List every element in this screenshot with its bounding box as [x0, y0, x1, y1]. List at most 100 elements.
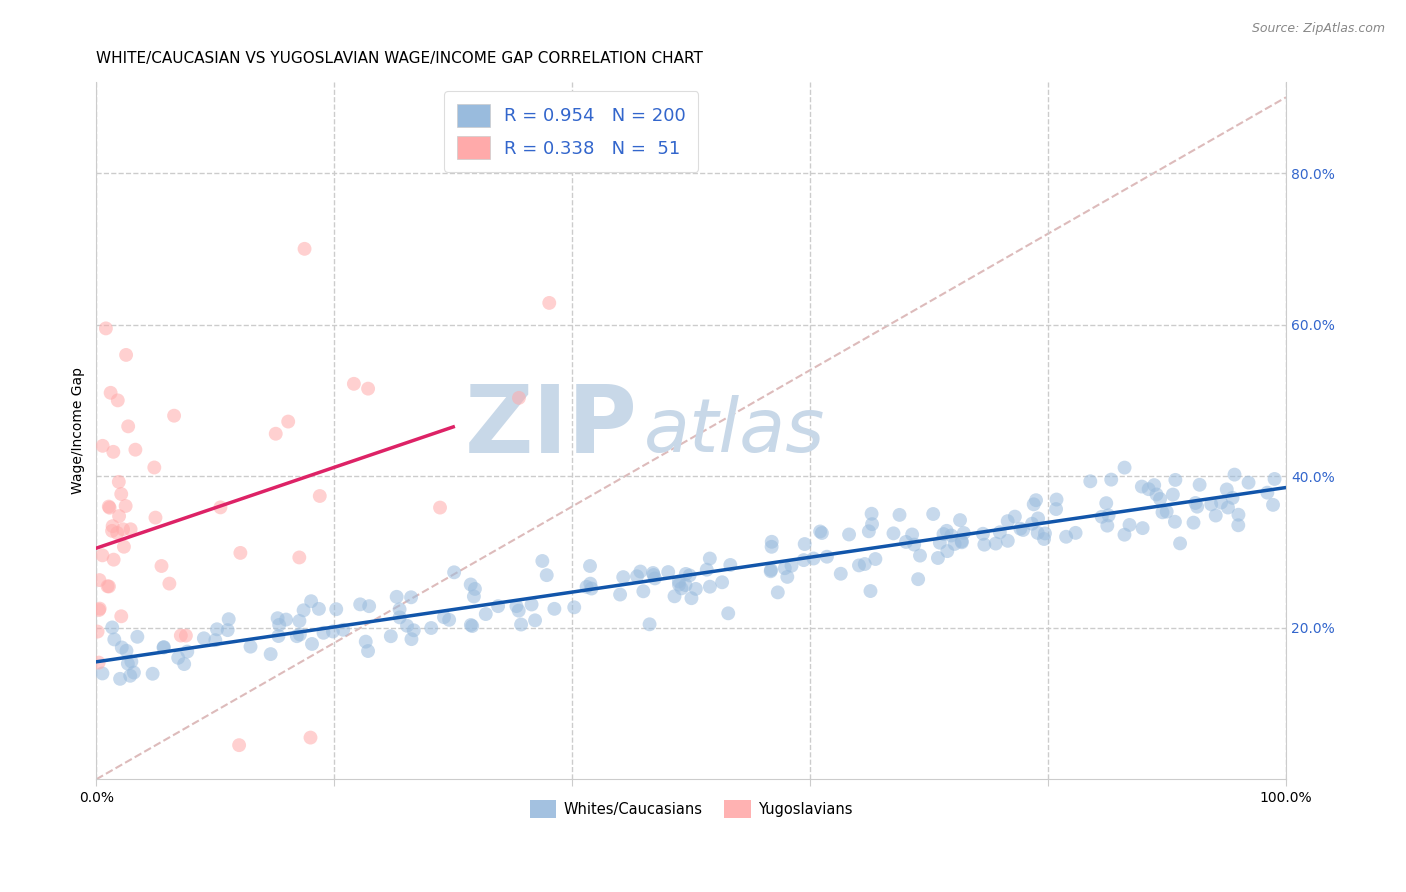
Point: [460, 577, 482, 591]
Point: [388, 610, 411, 624]
Point: [612, 570, 634, 584]
Point: [773, 561, 796, 575]
Point: [1130, 479, 1153, 493]
Point: [357, 382, 380, 396]
Point: [94, 321, 117, 335]
Point: [1185, 500, 1208, 514]
Point: [626, 569, 648, 583]
Point: [1164, 515, 1187, 529]
Point: [103, 632, 125, 647]
Point: [294, 242, 316, 256]
Point: [205, 622, 228, 636]
Point: [89, 573, 111, 587]
Point: [766, 585, 789, 599]
Point: [997, 514, 1019, 528]
Point: [332, 623, 354, 637]
Point: [239, 640, 262, 654]
Point: [538, 296, 561, 310]
Point: [89, 601, 111, 615]
Point: [461, 619, 484, 633]
Point: [354, 634, 377, 648]
Point: [1205, 508, 1227, 523]
Point: [420, 621, 443, 635]
Point: [269, 618, 291, 632]
Point: [120, 655, 142, 669]
Point: [1261, 498, 1284, 512]
Point: [508, 604, 530, 618]
Point: [793, 553, 815, 567]
Point: [609, 588, 631, 602]
Point: [325, 602, 347, 616]
Point: [950, 535, 973, 549]
Point: [671, 582, 693, 596]
Point: [1132, 521, 1154, 535]
Point: [858, 524, 880, 539]
Point: [581, 582, 603, 596]
Point: [322, 624, 344, 639]
Point: [152, 640, 174, 655]
Point: [486, 599, 509, 614]
Point: [150, 559, 173, 574]
Point: [388, 602, 411, 616]
Point: [759, 564, 782, 578]
Point: [1114, 527, 1136, 541]
Point: [508, 391, 530, 405]
Point: [301, 637, 323, 651]
Point: [464, 582, 486, 596]
Point: [935, 524, 957, 538]
Point: [474, 607, 496, 621]
Point: [292, 603, 315, 617]
Point: [395, 619, 418, 633]
Point: [803, 551, 825, 566]
Point: [927, 551, 949, 566]
Point: [1012, 523, 1035, 537]
Point: [988, 525, 1011, 540]
Point: [761, 534, 783, 549]
Point: [894, 535, 917, 549]
Point: [949, 513, 972, 527]
Point: [1118, 517, 1140, 532]
Point: [1097, 508, 1119, 523]
Point: [260, 647, 283, 661]
Point: [124, 442, 146, 457]
Text: Source: ZipAtlas.com: Source: ZipAtlas.com: [1251, 22, 1385, 36]
Text: atlas: atlas: [644, 394, 825, 467]
Point: [385, 590, 408, 604]
Point: [103, 445, 125, 459]
Point: [860, 507, 883, 521]
Point: [274, 613, 297, 627]
Point: [176, 645, 198, 659]
Point: [889, 508, 911, 522]
Point: [543, 602, 565, 616]
Point: [859, 584, 882, 599]
Point: [644, 571, 666, 585]
Point: [127, 630, 149, 644]
Point: [460, 618, 482, 632]
Point: [145, 510, 167, 524]
Point: [1146, 487, 1168, 501]
Point: [433, 610, 456, 624]
Point: [932, 527, 955, 541]
Point: [882, 526, 904, 541]
Point: [575, 580, 598, 594]
Point: [193, 632, 215, 646]
Point: [1209, 495, 1232, 509]
Point: [953, 526, 976, 541]
Point: [1021, 516, 1043, 531]
Point: [811, 526, 834, 541]
Point: [402, 624, 425, 638]
Point: [1152, 505, 1174, 519]
Point: [675, 566, 697, 581]
Point: [101, 519, 124, 533]
Point: [780, 558, 803, 573]
Point: [973, 538, 995, 552]
Point: [531, 554, 554, 568]
Point: [115, 348, 138, 362]
Point: [1026, 511, 1049, 525]
Point: [288, 614, 311, 628]
Point: [696, 563, 718, 577]
Point: [865, 552, 887, 566]
Point: [711, 575, 734, 590]
Point: [1137, 482, 1160, 496]
Point: [170, 628, 193, 642]
